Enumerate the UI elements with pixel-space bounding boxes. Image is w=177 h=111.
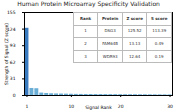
- html-text:0.49: 0.49: [154, 41, 164, 46]
- html-text:Human Protein Microarray Speci: Human Protein Microarray Specificity Val…: [17, 0, 160, 7]
- svg-text:155: 155: [7, 10, 16, 15]
- svg-text:124: 124: [6, 26, 16, 32]
- svg-text:Strength of Signal (Z score): Strength of Signal (Z score): [4, 23, 9, 85]
- html-text:1: 1: [84, 28, 87, 34]
- html-text:2: 2: [84, 41, 87, 46]
- svg-text:20: 20: [118, 104, 124, 109]
- html-text:Z score: Z score: [126, 15, 143, 21]
- svg-text:1: 1: [26, 104, 29, 109]
- svg-text:31: 31: [10, 76, 16, 81]
- svg-text:93: 93: [10, 43, 16, 48]
- html-text:Rank: Rank: [79, 15, 92, 21]
- html-text:WDR93: WDR93: [102, 53, 118, 59]
- html-text:0.19: 0.19: [154, 53, 164, 59]
- html-text:FAM64B: FAM64B: [102, 41, 119, 46]
- svg-text:62: 62: [10, 60, 16, 65]
- html-text:Protein: Protein: [101, 15, 119, 21]
- html-text:DSG3: DSG3: [104, 28, 116, 34]
- html-text:12.64: 12.64: [128, 53, 141, 59]
- html-text:13.13: 13.13: [128, 41, 141, 46]
- html-text:3: 3: [84, 53, 87, 59]
- html-text:113.39: 113.39: [152, 28, 167, 34]
- html-text:S score: S score: [151, 15, 168, 21]
- svg-text:30: 30: [167, 104, 173, 109]
- html-text:125.52: 125.52: [127, 28, 142, 34]
- svg-text:Signal Rank: Signal Rank: [85, 105, 112, 110]
- svg-text:0: 0: [13, 93, 16, 98]
- svg-text:10: 10: [68, 104, 74, 109]
